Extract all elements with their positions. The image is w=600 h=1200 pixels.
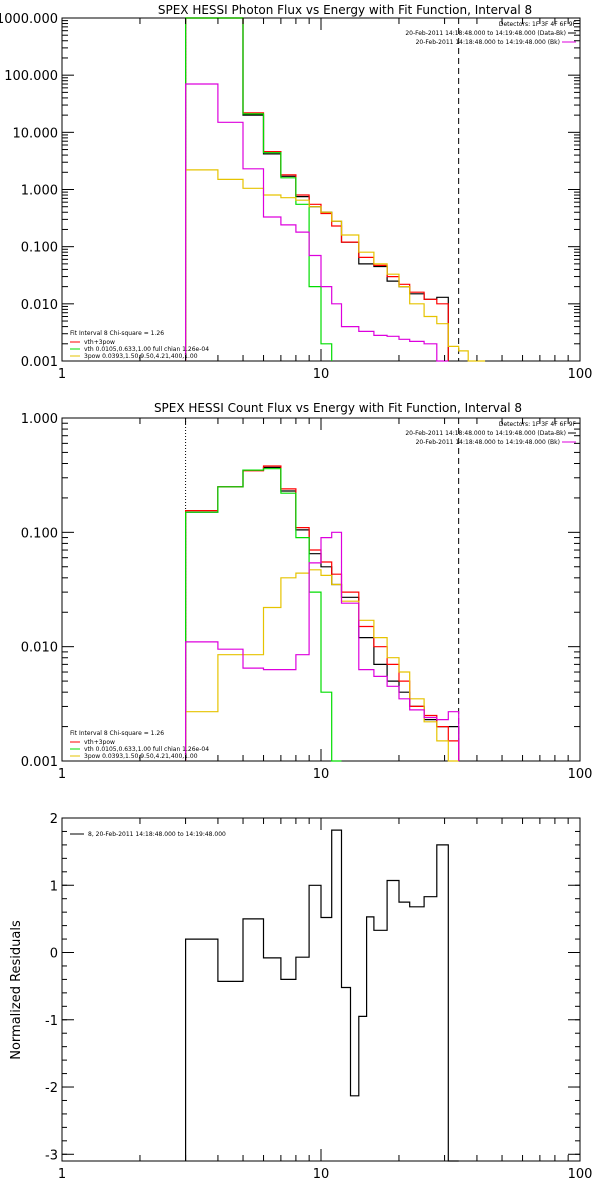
series-line-vth xyxy=(185,468,342,762)
fit-interval-text: Fit Interval 8 Chi-square = 1.26 xyxy=(70,330,164,337)
y-tick-label: 0.010 xyxy=(21,298,58,313)
y-tick-label: 1.000 xyxy=(21,412,58,427)
plot-frame xyxy=(61,817,581,1162)
series-line-bk xyxy=(185,531,460,761)
legend-label-3pow: 3pow 0.0393,1.50,9.50,4.21,400,1.00 xyxy=(84,753,198,760)
y-axis: -3 -2 -1 0 1 2 xyxy=(45,812,580,1163)
legend: Fit Interval 8 Chi-square = 1.26 vth+3po… xyxy=(70,730,209,760)
y-tick-label: 10.000 xyxy=(13,126,59,141)
x-tick-label: 100 xyxy=(568,367,593,382)
plot-area xyxy=(185,418,460,762)
y-tick-label: 0.100 xyxy=(21,526,58,541)
y-tick-label: 0.001 xyxy=(21,355,58,370)
header-text: Detectors: 1F 3F 4F 6F 9F 20-Feb-2011 14… xyxy=(405,21,576,46)
x-tick-label: 10 xyxy=(313,767,330,782)
x-axis: 1 10 100 xyxy=(58,18,593,382)
legend-label-vth-3pow: vth+3pow xyxy=(84,339,115,346)
y-tick-label: 100.000 xyxy=(4,69,58,84)
fit-interval-text: Fit Interval 8 Chi-square = 1.26 xyxy=(70,730,164,737)
x-tick-label: 100 xyxy=(568,767,593,782)
legend-label: 8, 20-Feb-2011 14:18:48.000 to 14:19:48.… xyxy=(88,831,226,838)
series-line-data-bk xyxy=(185,17,449,361)
y-axis: 0.001 0.010 0.100 1.000 xyxy=(21,412,580,770)
detectors-text: Detectors: 1F 3F 4F 6F 9F xyxy=(499,21,577,28)
legend-label-vth: vth 0.0105,0.633,1.00 full chian 1.26e-0… xyxy=(84,346,209,353)
series-line-residuals xyxy=(185,829,459,1162)
header-text: Detectors: 1F 3F 4F 6F 9F 20-Feb-2011 14… xyxy=(405,421,576,446)
y-axis: 0.001 0.010 0.100 1.000 10.000 100.000 1000.00… xyxy=(0,12,580,370)
legend-label-3pow: 3pow 0.0393,1.50,9.50,4.21,400,1.00 xyxy=(84,353,198,360)
photon-flux-panel: SPEX HESSI Photon Flux vs Energy with Fi… xyxy=(0,3,592,382)
x-tick-label: 1 xyxy=(58,1167,66,1182)
y-axis-label: Normalized Residuals xyxy=(9,920,24,1060)
legend: Fit Interval 8 Chi-square = 1.26 vth+3po… xyxy=(70,330,209,360)
y-tick-label: 0.010 xyxy=(21,641,58,656)
y-tick-label: -3 xyxy=(45,1148,58,1163)
series-line-3pow xyxy=(185,569,459,762)
plot-area xyxy=(185,829,459,1162)
x-tick-label: 10 xyxy=(313,367,330,382)
count-flux-panel: SPEX HESSI Count Flux vs Energy with Fit… xyxy=(21,401,593,782)
legend-label-vth-3pow: vth+3pow xyxy=(84,739,115,746)
series-line-vth xyxy=(185,17,333,361)
series-line-vth-3pow xyxy=(185,17,449,361)
series-line-3pow xyxy=(185,169,486,362)
series-line-bk xyxy=(185,83,449,362)
x-tick-label: 1 xyxy=(58,367,66,382)
data-bk-label: 20-Feb-2011 14:18:48.000 to 14:19:48.000… xyxy=(405,30,566,37)
plot-area xyxy=(185,17,486,362)
series-line-data-bk xyxy=(185,466,460,761)
x-axis: 1 10 100 xyxy=(58,818,593,1182)
y-tick-label: -1 xyxy=(45,1014,58,1029)
legend: 8, 20-Feb-2011 14:18:48.000 to 14:19:48.… xyxy=(70,831,226,838)
y-tick-label: 1.000 xyxy=(21,184,58,199)
detectors-text: Detectors: 1F 3F 4F 6F 9F xyxy=(499,421,577,428)
y-tick-label: 1 xyxy=(50,879,58,894)
y-tick-label: -2 xyxy=(45,1081,58,1096)
x-tick-label: 10 xyxy=(313,1167,330,1182)
y-tick-label: 2 xyxy=(50,812,58,827)
x-tick-label: 1 xyxy=(58,767,66,782)
bk-label: 20-Feb-2011 14:18:48.000 to 14:19:48.000… xyxy=(416,39,560,46)
bk-label: 20-Feb-2011 14:18:48.000 to 14:19:48.000… xyxy=(416,439,560,446)
y-tick-label: 0.001 xyxy=(21,755,58,770)
y-tick-label: 0.100 xyxy=(21,241,58,256)
data-bk-label: 20-Feb-2011 14:18:48.000 to 14:19:48.000… xyxy=(405,430,566,437)
chart-title: SPEX HESSI Photon Flux vs Energy with Fi… xyxy=(158,3,532,17)
x-tick-label: 100 xyxy=(568,1167,593,1182)
y-tick-label: 0 xyxy=(50,947,58,962)
chart-title: SPEX HESSI Count Flux vs Energy with Fit… xyxy=(154,401,522,415)
residuals-panel: 1 10 100 -3 -2 -1 0 1 2 Normalized Residuals 8,… xyxy=(9,812,592,1182)
y-tick-label: 1000.000 xyxy=(0,12,58,27)
series-line-vth-3pow xyxy=(185,465,460,761)
legend-label-vth: vth 0.0105,0.633,1.00 full chian 1.26e-0… xyxy=(84,746,209,753)
plot-frame xyxy=(61,417,581,762)
x-axis: 1 10 100 xyxy=(58,418,593,782)
